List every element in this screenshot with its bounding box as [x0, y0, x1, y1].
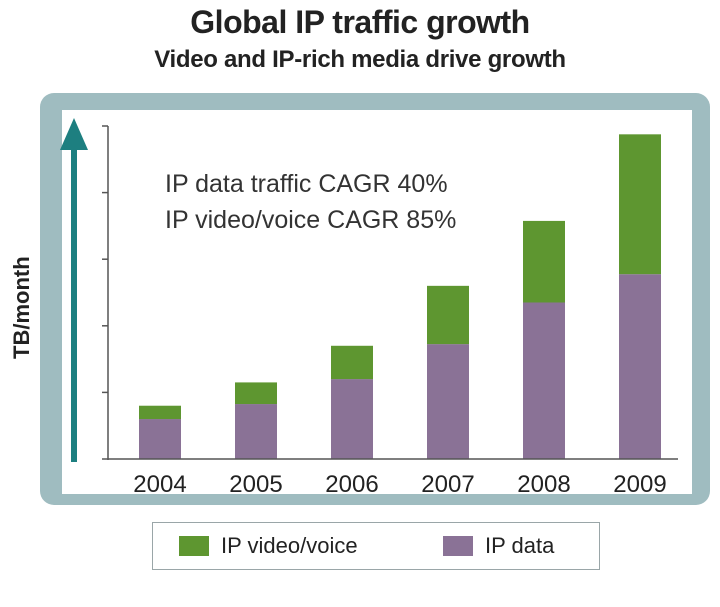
x-tick-label-2004: 2004 [133, 471, 186, 498]
x-tick-label-2009: 2009 [613, 471, 666, 498]
bar-2004-ip-video-voice [139, 405, 181, 420]
x-tick-label-2008: 2008 [517, 471, 570, 498]
x-tick-label-2007: 2007 [421, 471, 474, 498]
annotation-data-cagr: IP data traffic CAGR 40% [165, 170, 448, 198]
legend-swatch-data [443, 536, 473, 556]
x-tick-label-2006: 2006 [325, 471, 378, 498]
bars [108, 134, 678, 460]
bar-2007-ip-video-voice [427, 285, 469, 345]
bar-2009-ip-video-voice [619, 134, 661, 275]
x-tick-label-2005: 2005 [229, 471, 282, 498]
legend-label-data: IP data [485, 533, 555, 558]
bar-2006-ip-data [331, 379, 373, 459]
legend-swatch-video [179, 536, 209, 556]
annotation-video-cagr: IP video/voice CAGR 85% [165, 206, 456, 234]
bar-2007-ip-data [427, 344, 469, 459]
legend-item-data: IP data [443, 533, 554, 559]
bar-2009-ip-data [619, 274, 661, 459]
chart-subtitle: Video and IP-rich media drive growth [154, 46, 566, 73]
bar-2004-ip-data [139, 419, 181, 459]
x-tick-labels: 2004 2005 2006 2007 2008 2009 [133, 471, 666, 498]
bar-2005-ip-video-voice [235, 382, 277, 405]
bar-2005-ip-data [235, 404, 277, 459]
bar-2008-ip-video-voice [523, 220, 565, 303]
growth-arrow-head [60, 118, 88, 150]
chart-title: Global IP traffic growth [190, 4, 530, 40]
bar-2008-ip-data [523, 302, 565, 459]
y-ticks [102, 125, 108, 460]
legend: IP video/voice IP data [152, 522, 600, 570]
legend-item-video: IP video/voice [179, 533, 358, 559]
bar-2006-ip-video-voice [331, 345, 373, 380]
legend-label-video: IP video/voice [221, 533, 358, 558]
